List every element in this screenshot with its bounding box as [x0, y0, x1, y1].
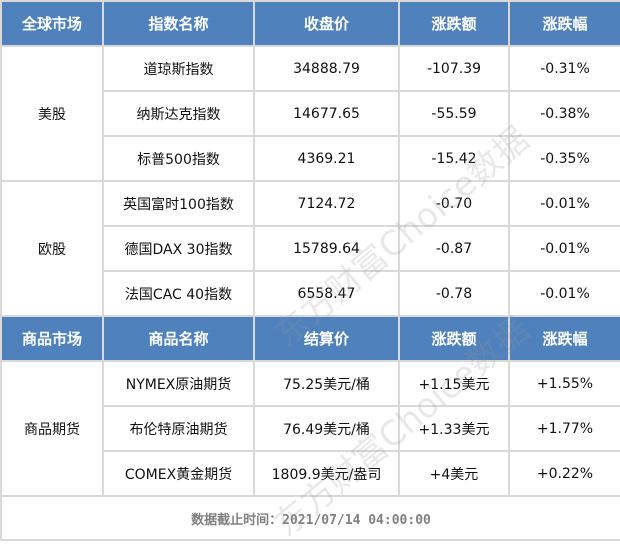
table-row: 纳斯达克指数 14677.65 -55.59 -0.38% — [2, 92, 620, 135]
price-cell: 34888.79 — [255, 47, 398, 90]
price-cell: 7124.72 — [255, 182, 398, 225]
market-cell: 商品期货 — [2, 362, 102, 495]
column-header: 涨跌额 — [400, 317, 508, 360]
table-row: 美股 道琼斯指数 34888.79 -107.39 -0.31% — [2, 47, 620, 180]
column-header: 结算价 — [255, 317, 398, 360]
column-header: 涨跌幅 — [510, 2, 620, 45]
footer-row: 数据截止时间：2021/07/14 04:00:00 — [2, 497, 620, 539]
change-cell: -107.39 — [400, 47, 508, 90]
column-header: 指数名称 — [104, 2, 253, 45]
table-row: COMEX黄金期货 1809.9美元/盎司 +4美元 +0.22% — [2, 452, 620, 495]
price-cell: 4369.21 — [255, 137, 398, 180]
change-cell: -0.78 — [400, 272, 508, 315]
column-header: 商品名称 — [104, 317, 253, 360]
name-cell: 标普500指数 — [104, 137, 253, 180]
table-row: 德国DAX 30指数 15789.64 -0.87 -0.01% — [2, 227, 620, 270]
column-header: 全球市场 — [2, 2, 102, 45]
change-cell: -0.70 — [400, 182, 508, 225]
market-cell: 欧股 — [2, 182, 102, 315]
market-cell: 美股 — [2, 47, 102, 180]
data-timestamp: 数据截止时间：2021/07/14 04:00:00 — [2, 497, 620, 539]
change-pct-cell: -0.01% — [510, 182, 620, 225]
name-cell: NYMEX原油期货 — [104, 362, 253, 405]
table-row: 标普500指数 4369.21 -15.42 -0.35% — [2, 137, 620, 180]
name-cell: 英国富时100指数 — [104, 182, 253, 225]
column-header: 商品市场 — [2, 317, 102, 360]
name-cell: 德国DAX 30指数 — [104, 227, 253, 270]
table-row: 法国CAC 40指数 6558.47 -0.78 -0.01% — [2, 272, 620, 315]
table-row: 商品期货 NYMEX原油期货 75.25美元/桶 +1.15美元 +1.55% — [2, 362, 620, 495]
market-table: 全球市场 指数名称 收盘价 涨跌额 涨跌幅 美股 道琼斯指数 34888.79 -107.39-… — [0, 0, 620, 541]
price-cell: 1809.9美元/盎司 — [255, 452, 398, 495]
header-row: 全球市场 指数名称 收盘价 涨跌额 涨跌幅 — [2, 2, 620, 45]
name-cell: 布伦特原油期货 — [104, 407, 253, 450]
column-header: 收盘价 — [255, 2, 398, 45]
change-cell: -15.42 — [400, 137, 508, 180]
change-pct-cell: -0.01% — [510, 227, 620, 270]
change-pct-cell: -0.35% — [510, 137, 620, 180]
table-row: 欧股 英国富时100指数 7124.72 -0.70 -0.01% — [2, 182, 620, 315]
change-cell: -0.87 — [400, 227, 508, 270]
price-cell: 14677.65 — [255, 92, 398, 135]
change-cell: +4美元 — [400, 452, 508, 495]
price-cell: 15789.64 — [255, 227, 398, 270]
change-pct-cell: -0.38% — [510, 92, 620, 135]
price-cell: 75.25美元/桶 — [255, 362, 398, 405]
name-cell: COMEX黄金期货 — [104, 452, 253, 495]
name-cell: 道琼斯指数 — [104, 47, 253, 90]
change-pct-cell: +1.77% — [510, 407, 620, 450]
price-cell: 6558.47 — [255, 272, 398, 315]
change-cell: +1.15美元 — [400, 362, 508, 405]
change-pct-cell: -0.31% — [510, 47, 620, 90]
change-pct-cell: +0.22% — [510, 452, 620, 495]
column-header: 涨跌额 — [400, 2, 508, 45]
change-cell: +1.33美元 — [400, 407, 508, 450]
name-cell: 纳斯达克指数 — [104, 92, 253, 135]
change-pct-cell: -0.01% — [510, 272, 620, 315]
price-cell: 76.49美元/桶 — [255, 407, 398, 450]
change-pct-cell: +1.55% — [510, 362, 620, 405]
name-cell: 法国CAC 40指数 — [104, 272, 253, 315]
change-cell: -55.59 — [400, 92, 508, 135]
column-header: 涨跌幅 — [510, 317, 620, 360]
header-row: 商品市场 商品名称 结算价 涨跌额 涨跌幅 — [2, 317, 620, 360]
table-row: 布伦特原油期货 76.49美元/桶 +1.33美元 +1.77% — [2, 407, 620, 450]
